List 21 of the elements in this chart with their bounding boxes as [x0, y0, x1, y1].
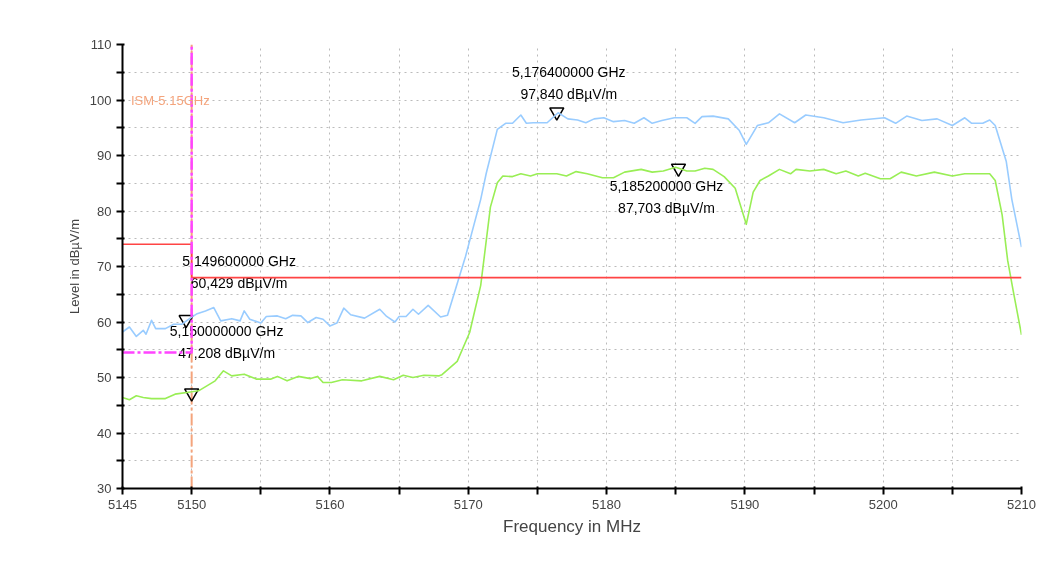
x-tick-label: 5170 — [453, 496, 483, 512]
y-tick-label: 60 — [97, 314, 112, 330]
y-tick-label: 50 — [97, 370, 112, 385]
y-tick-label: 40 — [97, 425, 112, 441]
y-tick-label: 70 — [97, 259, 112, 274]
y-axis-title: Level in dBµV/m — [66, 219, 82, 314]
x-tick-label: 5145 — [108, 496, 137, 512]
x-tick-label: 5190 — [730, 496, 760, 512]
x-tick-label: 5180 — [592, 496, 622, 512]
annotation: 5,185200000 GHz 87,703 dBµV/m — [609, 178, 724, 216]
x-tick-label: 5200 — [868, 496, 898, 512]
y-tick-label: 90 — [97, 148, 112, 163]
y-tick-label: 110 — [90, 37, 112, 52]
y-tick-label: 80 — [97, 203, 112, 219]
y-tick-label: 100 — [89, 92, 112, 108]
x-tick-label: 5160 — [315, 496, 345, 512]
x-axis-title: Frequency in MHz — [503, 516, 641, 536]
annotation: 5,176400000 GHz 97,840 dBµV/m — [511, 64, 626, 102]
x-tick-label: 5210 — [1007, 496, 1036, 512]
y-tick-label: 30 — [97, 481, 112, 496]
x-tick-label: 5150 — [177, 496, 207, 512]
